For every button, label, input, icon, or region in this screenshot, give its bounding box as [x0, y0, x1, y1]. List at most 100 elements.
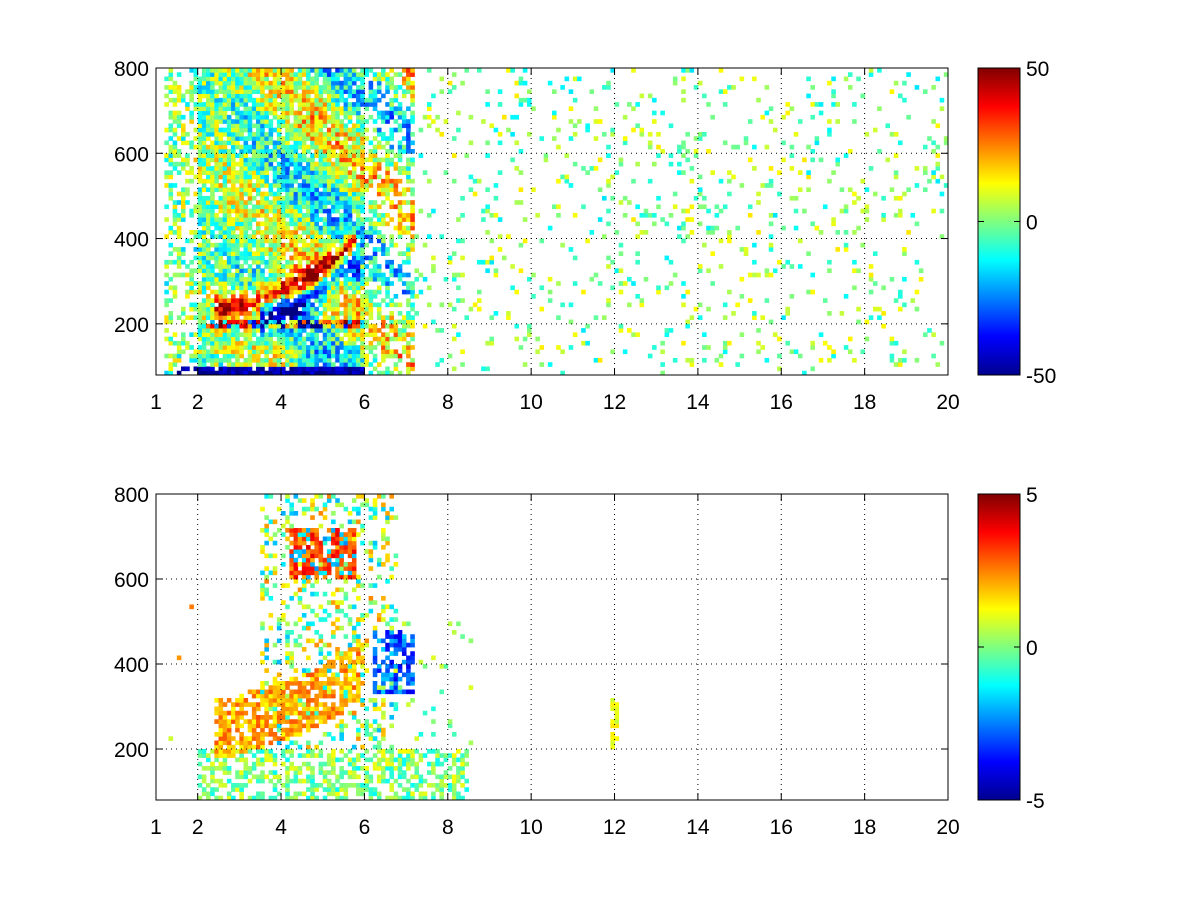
heatmap-cell: [376, 370, 382, 376]
heatmap-cell: [360, 161, 365, 167]
heatmap-cell: [410, 208, 415, 214]
heatmap-cell: [422, 170, 428, 175]
heatmap-cell: [326, 106, 332, 112]
heatmap-cell: [306, 221, 311, 227]
heatmap-cell: [356, 362, 361, 367]
heatmap-cell: [306, 200, 311, 205]
heatmap-cell: [314, 85, 319, 90]
heatmap-cell: [347, 157, 353, 163]
heatmap-cell: [264, 642, 269, 648]
heatmap-cell: [339, 362, 344, 367]
heatmap-cell: [389, 238, 394, 244]
heatmap-cell: [493, 127, 499, 133]
heatmap-cell: [297, 191, 303, 197]
heatmap-cell: [247, 264, 253, 269]
heatmap-cell: [293, 127, 299, 133]
heatmap-cell: [514, 114, 520, 120]
heatmap-cell: [243, 230, 249, 235]
heatmap-cell: [406, 230, 411, 235]
heatmap-cell: [276, 528, 282, 533]
heatmap-cell: [231, 353, 236, 359]
heatmap-cell: [635, 204, 640, 210]
heatmap-cell: [201, 221, 207, 227]
heatmap-cell: [310, 370, 315, 376]
heatmap-cell: [531, 272, 536, 278]
heatmap-cell: [451, 153, 457, 158]
heatmap-cell: [368, 306, 374, 312]
heatmap-cell: [247, 144, 253, 150]
heatmap-cell: [181, 204, 186, 210]
heatmap-cell: [681, 293, 686, 299]
heatmap-cell: [214, 149, 219, 154]
heatmap-cell: [335, 276, 340, 282]
heatmap-cell: [331, 328, 336, 333]
heatmap-cell: [406, 161, 411, 167]
heatmap-cell: [306, 740, 311, 746]
heatmap-cell: [172, 217, 178, 222]
heatmap-cell: [806, 93, 811, 99]
heatmap-cell: [310, 183, 315, 188]
heatmap-cell: [877, 306, 882, 312]
heatmap-cell: [272, 178, 278, 184]
heatmap-cell: [306, 230, 311, 235]
heatmap-cell: [285, 515, 290, 520]
heatmap-cell: [360, 93, 365, 99]
heatmap-cell: [189, 140, 194, 146]
heatmap-cell: [306, 225, 311, 231]
heatmap-cell: [251, 795, 257, 801]
heatmap-cell: [297, 715, 303, 720]
heatmap-cell: [251, 357, 257, 363]
heatmap-cell: [264, 357, 269, 363]
heatmap-cell: [239, 770, 244, 775]
heatmap-cell: [381, 336, 386, 342]
heatmap-cell: [618, 323, 624, 329]
heatmap-cell: [235, 264, 240, 269]
heatmap-cell: [239, 319, 244, 325]
heatmap-cell: [356, 259, 361, 265]
heatmap-cell: [343, 238, 349, 244]
heatmap-cell: [260, 178, 265, 184]
heatmap-cell: [197, 204, 203, 210]
heatmap-cell: [526, 89, 532, 94]
heatmap-cell: [243, 183, 249, 188]
heatmap-cell: [310, 332, 315, 338]
heatmap-cell: [335, 119, 340, 124]
heatmap-cell: [389, 161, 394, 167]
heatmap-cell: [210, 89, 215, 94]
heatmap-cell: [285, 536, 290, 542]
heatmap-cell: [360, 127, 365, 133]
heatmap-cell: [164, 315, 169, 320]
heatmap-cell: [231, 93, 236, 99]
heatmap-cell: [306, 536, 311, 542]
heatmap-cell: [331, 200, 336, 205]
heatmap-cell: [314, 787, 319, 792]
heatmap-cell: [197, 230, 203, 235]
heatmap-cell: [318, 225, 324, 231]
heatmap-cell: [893, 212, 899, 218]
heatmap-cell: [197, 102, 203, 107]
heatmap-cell: [210, 234, 215, 239]
heatmap-cell: [239, 238, 244, 244]
heatmap-cell: [201, 272, 207, 278]
heatmap-cell: [381, 68, 386, 73]
heatmap-cell: [326, 191, 332, 197]
heatmap-cell: [331, 114, 336, 120]
heatmap-cell: [281, 136, 286, 141]
heatmap-cell: [331, 319, 336, 325]
heatmap-cell: [831, 89, 836, 94]
heatmap-cell: [222, 89, 228, 94]
heatmap-cell: [368, 276, 374, 282]
heatmap-cell: [289, 281, 294, 286]
heatmap-cell: [364, 136, 369, 141]
heatmap-cell: [602, 234, 607, 239]
heatmap-cell: [197, 285, 203, 291]
heatmap-cell: [797, 170, 803, 175]
heatmap-cell: [260, 740, 265, 746]
heatmap-cell: [197, 251, 203, 257]
heatmap-cell: [943, 140, 949, 146]
heatmap-cell: [272, 114, 278, 120]
heatmap-cell: [914, 85, 920, 90]
heatmap-cell: [326, 272, 332, 278]
heatmap-cell: [189, 276, 194, 282]
heatmap-cell: [247, 183, 253, 188]
